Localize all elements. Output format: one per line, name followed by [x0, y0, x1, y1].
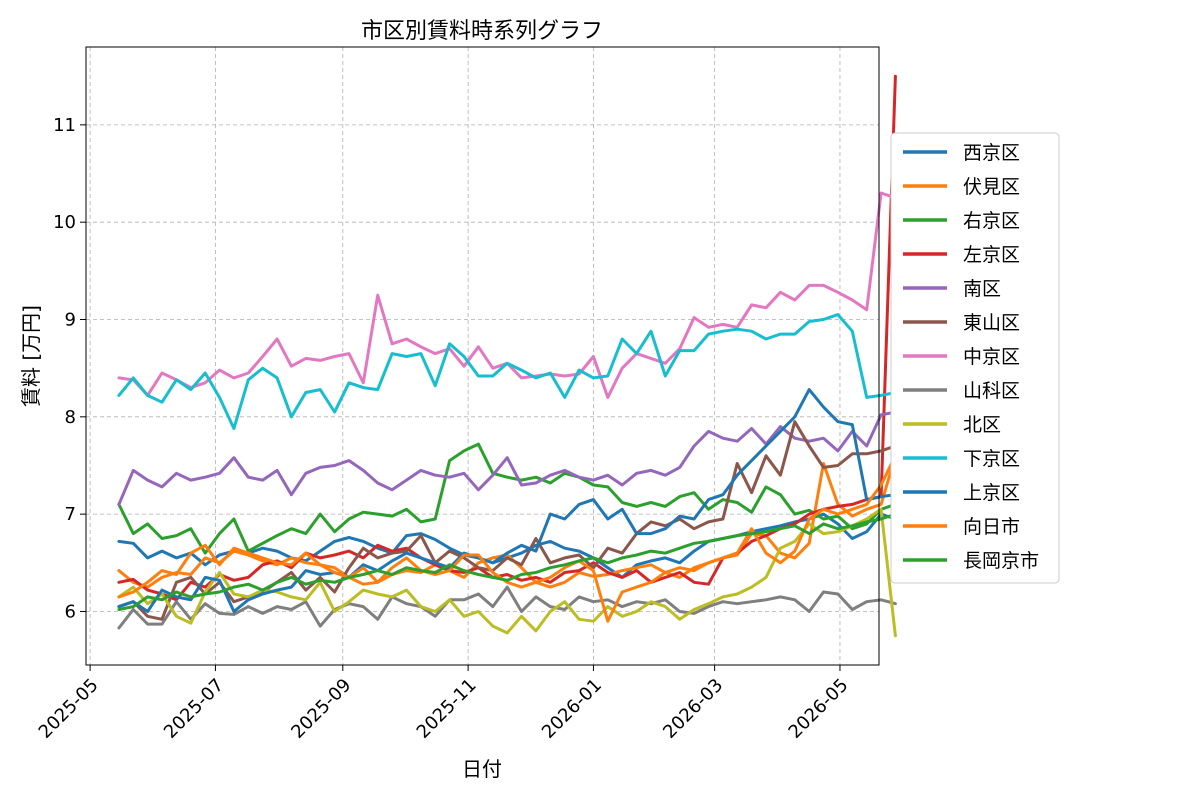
- x-axis: 2025-05 2025-07 2025-09 2025-11 2026-01 2026-…: [35, 665, 853, 743]
- legend-label-9: 下京区: [963, 448, 1020, 470]
- y-axis: 6 7 8 9 10 11: [53, 115, 86, 622]
- x-tick-label: 2026-05: [785, 675, 853, 743]
- series-line-3: [117, 74, 897, 602]
- series-line-9: [117, 313, 897, 430]
- legend-box: [890, 132, 1060, 584]
- legend-label-11: 向日市: [963, 516, 1020, 538]
- y-tick-label: 9: [65, 310, 76, 331]
- legend-label-12: 長岡京市: [963, 550, 1039, 572]
- legend-label-8: 北区: [963, 414, 1001, 436]
- legend-label-7: 山科区: [963, 380, 1020, 402]
- y-tick-label: 11: [53, 115, 76, 136]
- y-tick-label: 7: [65, 504, 76, 525]
- x-tick-label: 2025-07: [160, 675, 228, 743]
- x-tick-label: 2025-09: [287, 675, 355, 743]
- plot-area-frame: [85, 46, 880, 666]
- chart-title: 市区別賃料時系列グラフ: [361, 19, 603, 44]
- series-line-11: [117, 454, 897, 623]
- x-tick-label: 2025-05: [35, 675, 103, 743]
- x-tick-label: 2026-01: [538, 675, 606, 743]
- x-tick-label: 2025-11: [413, 675, 481, 743]
- series-line-6: [117, 191, 897, 399]
- x-axis-title: 日付: [462, 757, 502, 781]
- legend-label-5: 東山区: [963, 312, 1020, 334]
- series-line-7: [117, 585, 897, 630]
- series-line-10: [117, 388, 897, 613]
- legend-label-3: 左京区: [963, 244, 1020, 266]
- series-line-12: [117, 512, 897, 611]
- y-axis-title: 賃料 [万円]: [19, 305, 43, 407]
- legend-label-4: 南区: [963, 278, 1001, 300]
- y-tick-label: 6: [65, 601, 76, 622]
- y-tick-label: 8: [65, 407, 76, 428]
- legend-label-1: 伏見区: [963, 176, 1020, 198]
- series-line-2: [117, 442, 897, 555]
- legend-label-0: 西京区: [963, 142, 1020, 164]
- x-tick-label: 2026-03: [659, 675, 727, 743]
- legend-label-6: 中京区: [963, 346, 1020, 368]
- y-tick-label: 10: [53, 212, 76, 233]
- legend-label-10: 上京区: [963, 482, 1020, 504]
- legend-label-2: 右京区: [963, 210, 1020, 232]
- series-line-8: [117, 507, 897, 638]
- series-layer: [117, 74, 897, 638]
- grid: [86, 47, 879, 665]
